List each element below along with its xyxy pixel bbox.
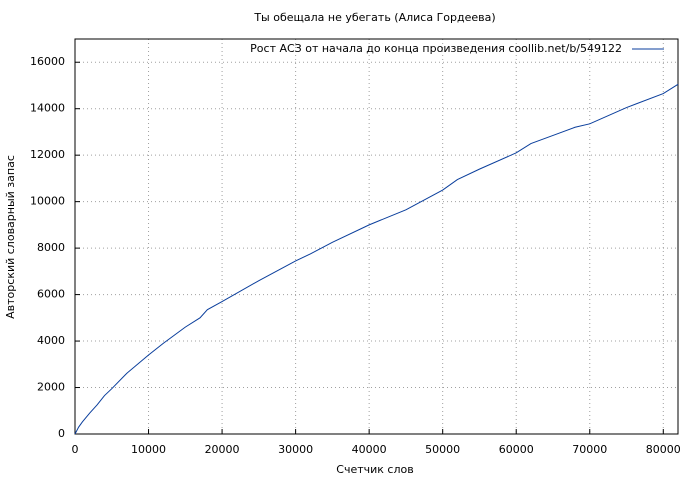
y-tick-label: 6000 [37, 288, 65, 301]
y-tick-label: 4000 [37, 334, 65, 347]
x-tick-label: 20000 [205, 443, 240, 456]
y-tick-label: 16000 [30, 55, 65, 68]
y-axis-label: Авторский словарный запас [4, 155, 17, 319]
legend-label: Рост АСЗ от начала до конца произведения… [250, 42, 622, 55]
y-tick-label: 12000 [30, 148, 65, 161]
y-tick-label: 10000 [30, 195, 65, 208]
y-tick-label: 8000 [37, 241, 65, 254]
chart-title: Ты обещала не убегать (Алиса Гордеева) [253, 11, 495, 24]
x-tick-label: 10000 [131, 443, 166, 456]
x-tick-label: 80000 [646, 443, 681, 456]
x-tick-label: 40000 [352, 443, 387, 456]
x-tick-label: 60000 [499, 443, 534, 456]
x-tick-label: 50000 [425, 443, 460, 456]
y-tick-label: 2000 [37, 381, 65, 394]
y-tick-label: 0 [58, 427, 65, 440]
x-tick-label: 70000 [572, 443, 607, 456]
plot-frame [74, 38, 679, 435]
x-axis-label: Счетчик слов [336, 463, 413, 476]
data-line [74, 83, 679, 435]
y-tick-label: 14000 [30, 102, 65, 115]
x-tick-label: 30000 [278, 443, 313, 456]
x-tick-label: 0 [72, 443, 79, 456]
